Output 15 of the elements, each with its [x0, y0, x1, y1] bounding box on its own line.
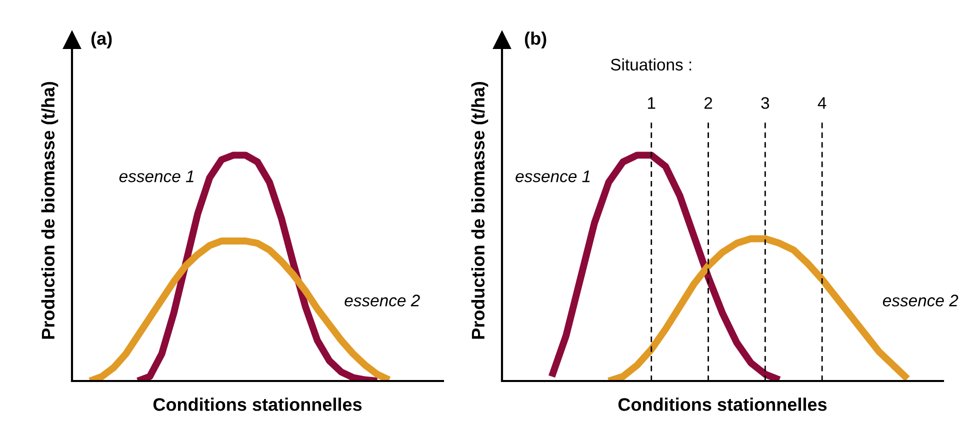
- series-label: essence 1: [516, 170, 590, 182]
- y-axis-title: Production de biomasse (t/ha): [41, 82, 58, 339]
- series-label: essence 1: [119, 170, 194, 182]
- x-axis-title: Conditions stationnelles: [153, 398, 362, 411]
- x-tick-label: 3: [761, 97, 770, 109]
- x-tick-label: 1: [648, 97, 656, 109]
- text: Situations :: [610, 58, 692, 71]
- x-tick-label: 4: [818, 97, 826, 109]
- series-label: essence 2: [882, 294, 958, 306]
- series-label: essence 2: [344, 294, 420, 306]
- x-axis-title: Conditions stationnelles: [618, 398, 827, 411]
- y-axis-title: Production de biomasse (t/ha): [471, 82, 488, 339]
- x-tick-label: 2: [704, 97, 712, 109]
- chart-title: (b): [524, 32, 546, 48]
- chart-title: (a): [91, 32, 112, 48]
